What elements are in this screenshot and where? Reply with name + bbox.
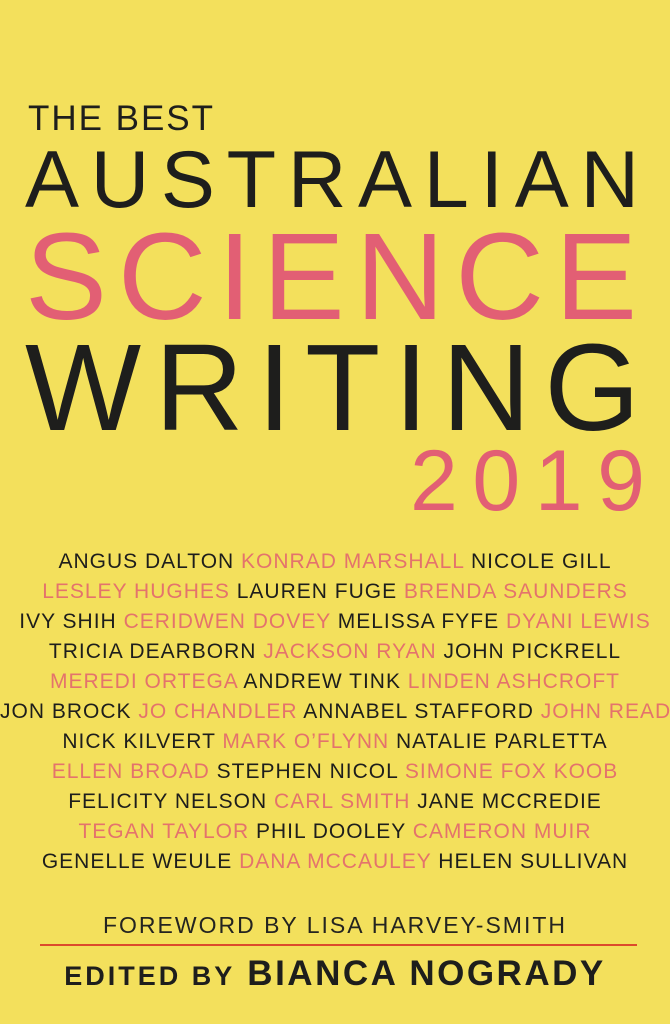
contributor-name: SIMONE FOX KOOB	[404, 760, 619, 783]
contributor-name: JOHN PICKRELL	[443, 640, 622, 663]
contributor-name: JACKSON RYAN	[263, 640, 437, 663]
title-line-australian: AUSTRALIAN	[25, 135, 639, 225]
title-block: THE BEST AUSTRALIAN SCIENCE WRITING 2019	[25, 99, 645, 529]
contributor-name: LESLEY HUGHES	[42, 580, 230, 603]
contributor-name: NICK KILVERT	[62, 730, 216, 753]
contributor-name: STEPHEN NICOL	[216, 760, 399, 783]
title-line-science: SCIENCE	[25, 209, 637, 346]
contributor-name: DANA MCCAULEY	[239, 850, 432, 873]
contributor-name: CERIDWEN DOVEY	[123, 610, 331, 633]
contributor-name: ELLEN BROAD	[51, 760, 210, 783]
contributor-name: NICOLE GILL	[471, 550, 612, 573]
contributor-name: CAMERON MUIR	[412, 820, 592, 843]
contributor-name: GENELLE WEULE	[41, 850, 233, 873]
contributor-name: LAUREN FUGE	[236, 580, 398, 603]
divider-line	[40, 944, 637, 946]
contributor-line: ANGUS DALTON KONRAD MARSHALL NICOLE GILL	[0, 547, 670, 577]
contributor-name: CARL SMITH	[274, 790, 411, 813]
contributor-name: MARK O’FLYNN	[222, 730, 390, 753]
contributor-line: LESLEY HUGHES LAUREN FUGE BRENDA SAUNDER…	[0, 577, 670, 607]
contributor-name: PHIL DOOLEY	[255, 820, 406, 843]
contributor-line: TEGAN TAYLOR PHIL DOOLEY CAMERON MUIR	[0, 817, 670, 847]
contributor-name: ANDREW TINK	[243, 670, 401, 693]
contributor-name: ANNABEL STAFFORD	[303, 700, 534, 723]
contributor-line: FELICITY NELSON CARL SMITH JANE MCCREDIE	[0, 787, 670, 817]
contributor-name: IVY SHIH	[19, 610, 117, 633]
contributor-name: NATALIE PARLETTA	[396, 730, 608, 753]
contributor-name: JON BROCK	[0, 700, 132, 723]
contributor-name: MELISSA FYFE	[337, 610, 500, 633]
contributor-name: JANE MCCREDIE	[417, 790, 602, 813]
contributor-name: JO CHANDLER	[138, 700, 298, 723]
contributor-name: FELICITY NELSON	[68, 790, 268, 813]
contributor-line: IVY SHIH CERIDWEN DOVEY MELISSA FYFE DYA…	[0, 607, 670, 637]
contributor-name: HELEN SULLIVAN	[438, 850, 629, 873]
contributor-name: MEREDI ORTEGA	[49, 670, 238, 693]
contributor-line: NICK KILVERT MARK O’FLYNN NATALIE PARLET…	[0, 727, 670, 757]
edited-row: EDITED BY BIANCA NOGRADY	[0, 954, 670, 994]
foreword-text: FOREWORD BY LISA HARVEY-SMITH	[102, 912, 567, 938]
contributor-name: ANGUS DALTON	[58, 550, 235, 573]
contributor-line: GENELLE WEULE DANA MCCAULEY HELEN SULLIV…	[0, 847, 670, 877]
contributor-name: DYANI LEWIS	[505, 610, 651, 633]
contributor-line: TRICIA DEARBORN JACKSON RYAN JOHN PICKRE…	[0, 637, 670, 667]
contributors-list: ANGUS DALTON KONRAD MARSHALL NICOLE GILL…	[0, 547, 670, 877]
contributor-name: BRENDA SAUNDERS	[403, 580, 628, 603]
contributor-line: ELLEN BROAD STEPHEN NICOL SIMONE FOX KOO…	[0, 757, 670, 787]
contributor-name: TEGAN TAYLOR	[78, 820, 250, 843]
contributor-name: JOHN READ	[540, 700, 670, 723]
contributor-line: MEREDI ORTEGA ANDREW TINK LINDEN ASHCROF…	[0, 667, 670, 697]
edited-by-label: EDITED BY	[64, 961, 236, 991]
contributor-name: LINDEN ASHCROFT	[407, 670, 620, 693]
contributor-name: KONRAD MARSHALL	[241, 550, 465, 573]
title-line-the-best: THE BEST	[28, 99, 213, 138]
contributor-line: JON BROCK JO CHANDLER ANNABEL STAFFORD J…	[0, 697, 670, 727]
editor-name: BIANCA NOGRADY	[247, 954, 606, 993]
contributor-name: TRICIA DEARBORN	[48, 640, 257, 663]
